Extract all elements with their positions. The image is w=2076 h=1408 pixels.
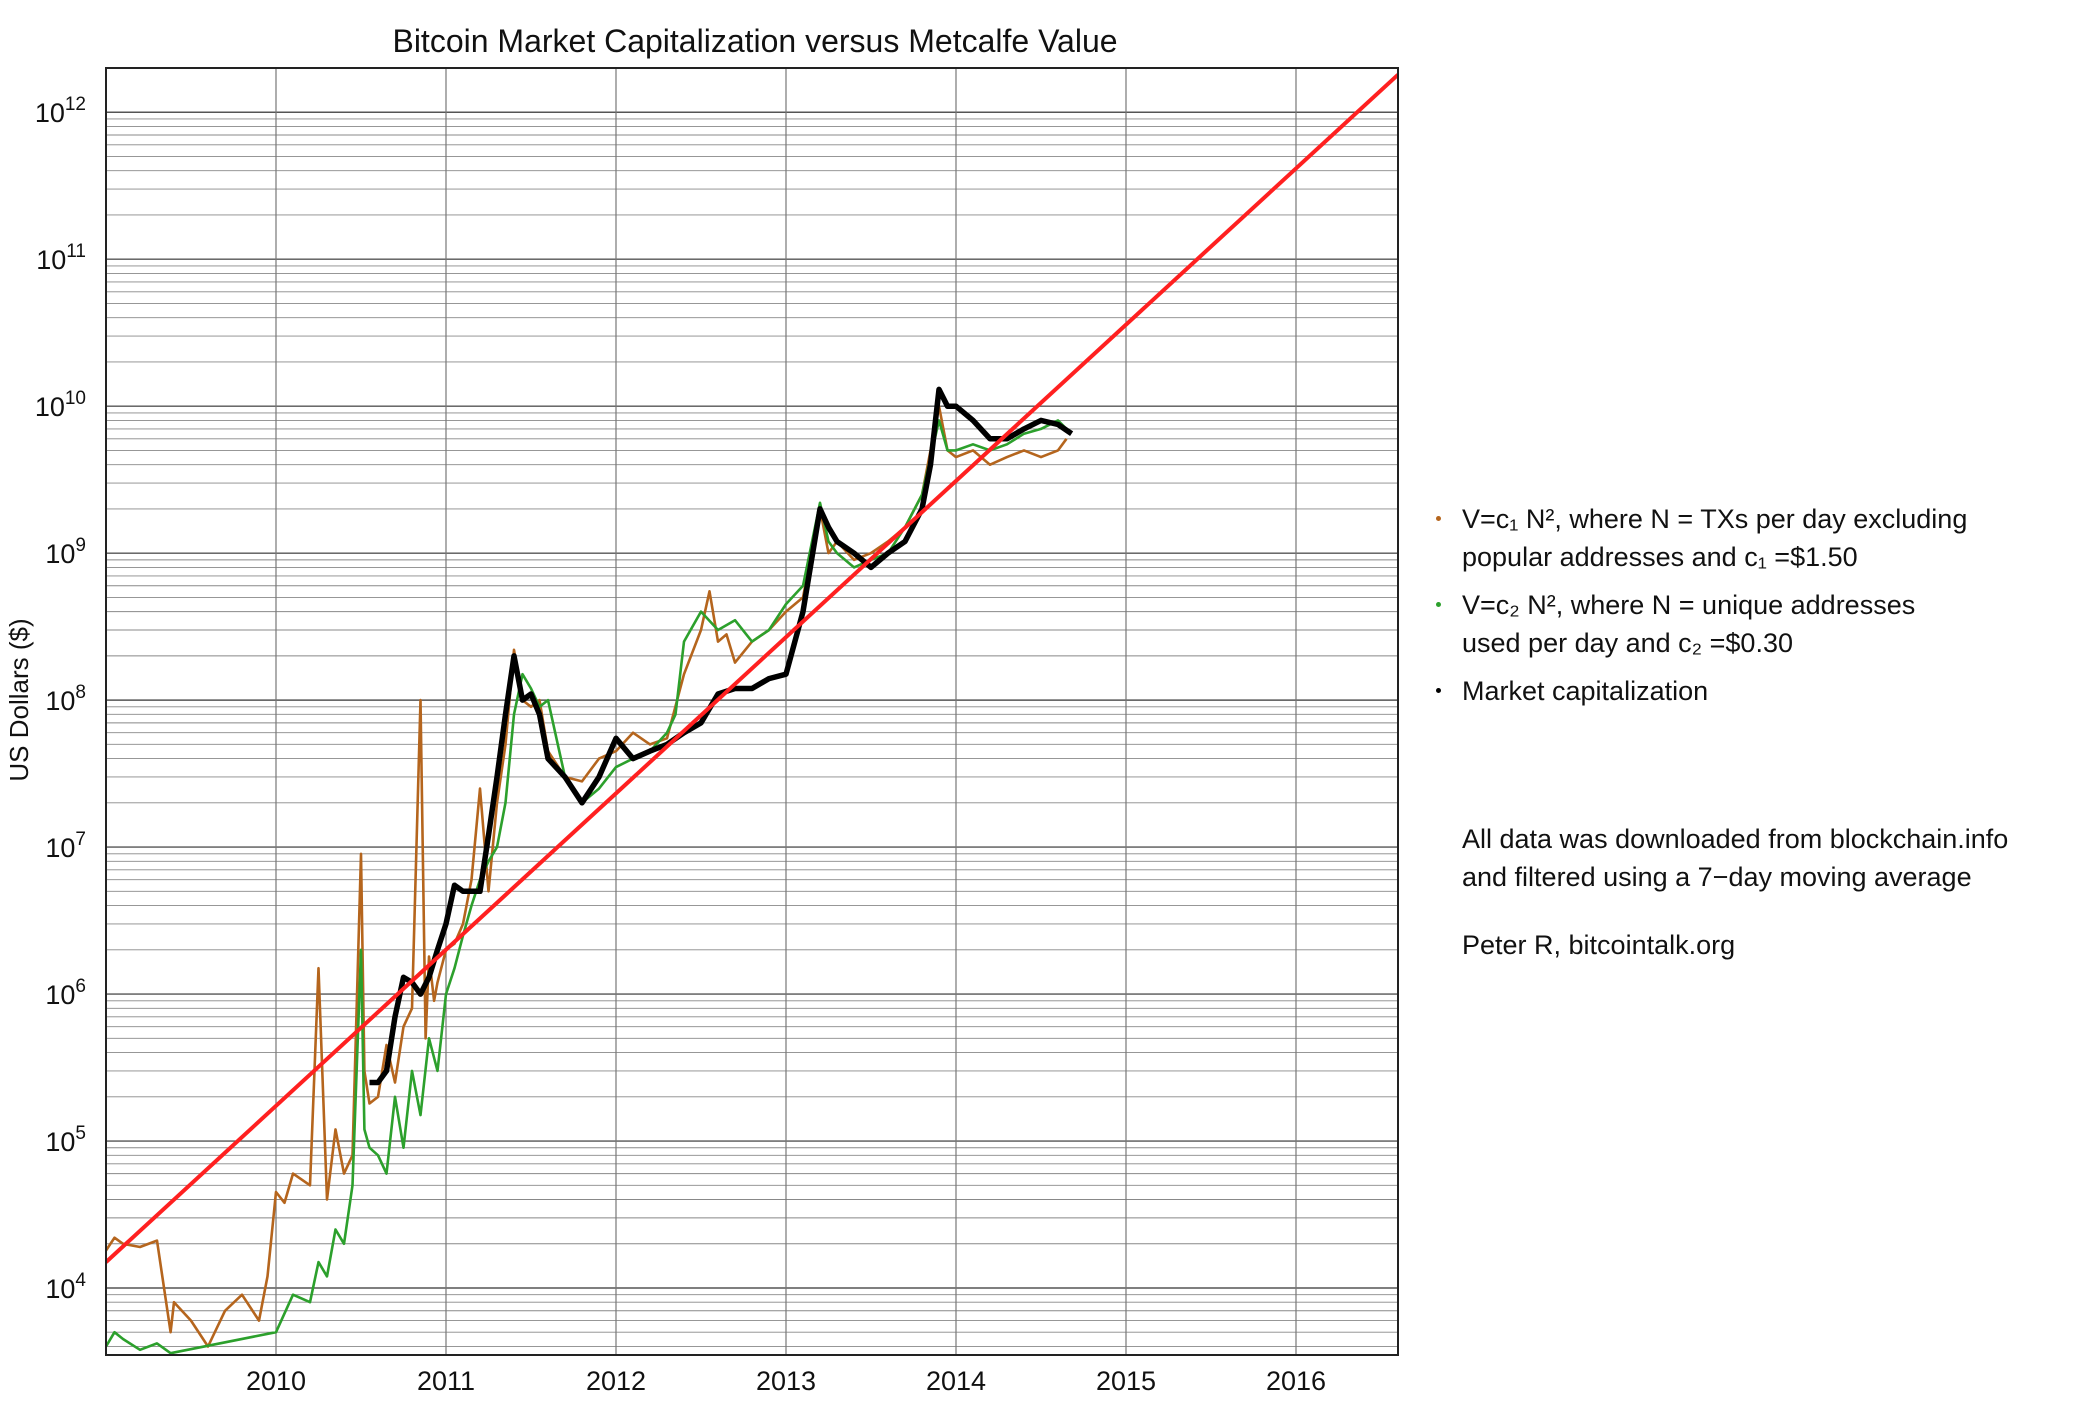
y-tick-label: 108 bbox=[45, 682, 86, 716]
x-tick-label: 2011 bbox=[417, 1366, 475, 1396]
x-tick-label: 2010 bbox=[246, 1366, 306, 1396]
credit-line: Peter R, bitcointalk.org bbox=[1462, 930, 1736, 960]
y-tick-exponent: 12 bbox=[65, 94, 86, 115]
chart-title: Bitcoin Market Capitalization versus Met… bbox=[392, 23, 1117, 59]
y-tick-exponent: 4 bbox=[75, 1270, 86, 1291]
plot-frame bbox=[105, 67, 1399, 1356]
legend-label-line2: used per day and c₂ =$0.30 bbox=[1462, 628, 1793, 658]
y-tick-base: 10 bbox=[45, 686, 75, 716]
y-tick-label: 1011 bbox=[36, 241, 86, 275]
y-tick-label: 106 bbox=[45, 976, 86, 1010]
legend-swatch bbox=[1436, 516, 1441, 521]
legend-item-tx-metcalfe: V=c₁ N², where N = TXs per day excluding… bbox=[1420, 500, 2060, 576]
y-tick-label: 105 bbox=[45, 1123, 86, 1157]
y-tick-base: 10 bbox=[35, 98, 65, 128]
notes: All data was downloaded from blockchain.… bbox=[1462, 820, 2062, 964]
y-tick-base: 10 bbox=[45, 833, 75, 863]
y-tick-base: 10 bbox=[45, 1127, 75, 1157]
y-tick-exponent: 11 bbox=[66, 241, 86, 262]
x-tick-label: 2016 bbox=[1266, 1366, 1326, 1396]
y-tick-label: 107 bbox=[45, 829, 86, 863]
y-tick-label: 109 bbox=[45, 535, 86, 569]
series-line-tx-metcalfe bbox=[106, 404, 1068, 1348]
legend-label-line1: Market capitalization bbox=[1462, 676, 1709, 706]
legend-swatch bbox=[1436, 688, 1441, 693]
legend-swatch bbox=[1436, 602, 1441, 607]
y-tick-exponent: 7 bbox=[75, 829, 86, 850]
legend: V=c₁ N², where N = TXs per day excluding… bbox=[1420, 500, 2060, 720]
series-line-market-cap bbox=[369, 386, 1074, 1086]
y-tick-exponent: 5 bbox=[75, 1123, 86, 1144]
y-tick-base: 10 bbox=[45, 1274, 75, 1304]
y-tick-label: 1012 bbox=[35, 94, 86, 128]
y-tick-base: 10 bbox=[45, 980, 75, 1010]
x-tick-label: 2013 bbox=[756, 1366, 816, 1396]
series-layer bbox=[106, 73, 1398, 1355]
y-tick-label: 1010 bbox=[35, 388, 86, 422]
legend-item-address-metcalfe: V=c₂ N², where N = unique addresses used… bbox=[1420, 586, 2060, 662]
y-tick-base: 10 bbox=[45, 539, 75, 569]
y-tick-exponent: 9 bbox=[75, 535, 86, 556]
grid bbox=[106, 67, 1398, 1355]
note-line-2: and filtered using a 7−day moving averag… bbox=[1462, 862, 1972, 892]
series-line-trend bbox=[106, 73, 1398, 1264]
legend-item-market-cap: Market capitalization bbox=[1420, 672, 2060, 710]
y-tick-base: 10 bbox=[36, 245, 66, 275]
legend-label-line2: popular addresses and c₁ =$1.50 bbox=[1462, 542, 1858, 572]
y-tick-label: 104 bbox=[45, 1270, 86, 1304]
legend-label-line1: V=c₁ N², where N = TXs per day excluding bbox=[1462, 504, 1968, 534]
y-axis-label: US Dollars ($) bbox=[4, 618, 34, 781]
x-tick-label: 2014 bbox=[926, 1366, 986, 1396]
y-tick-base: 10 bbox=[35, 392, 65, 422]
x-tick-label: 2015 bbox=[1096, 1366, 1156, 1396]
note-line-1: All data was downloaded from blockchain.… bbox=[1462, 824, 2009, 854]
y-tick-exponent: 8 bbox=[75, 682, 86, 703]
y-tick-exponent: 6 bbox=[75, 976, 86, 997]
x-tick-labels: 2010 2011 2012 2013 2014 2015 2016 bbox=[246, 1366, 1326, 1396]
y-tick-exponent: 10 bbox=[65, 388, 86, 409]
x-tick-label: 2012 bbox=[586, 1366, 646, 1396]
legend-label-line1: V=c₂ N², where N = unique addresses bbox=[1462, 590, 1916, 620]
